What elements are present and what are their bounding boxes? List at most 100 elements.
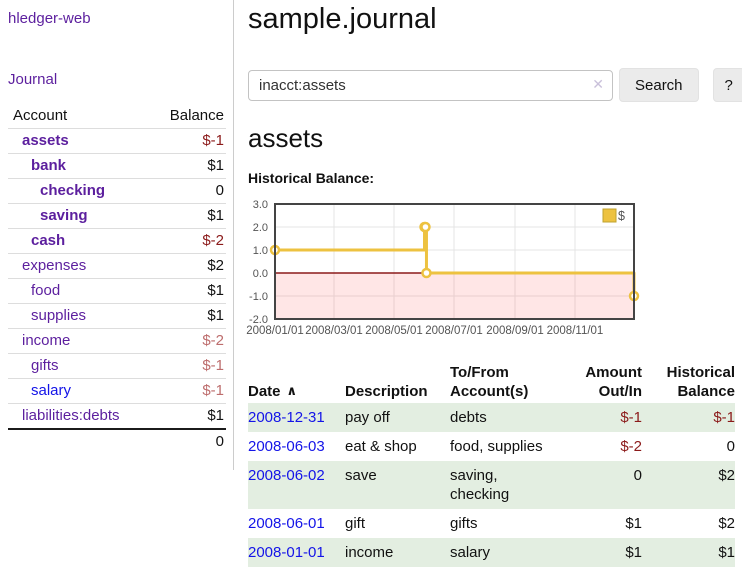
svg-text:-2.0: -2.0	[249, 314, 268, 326]
sidebar-account-cash: cash $-2	[8, 228, 226, 254]
table-row: 2008-06-03 eat & shop food, supplies $-2…	[248, 432, 735, 461]
sidebar-account-supplies: supplies $1	[8, 303, 226, 329]
sidebar-account-bank: bank $1	[8, 153, 226, 179]
register-table: Date ∧ Description To/From Account(s) Amo…	[248, 361, 735, 567]
chart-heading: Historical Balance:	[248, 170, 375, 186]
account-balance: $-1	[152, 353, 226, 379]
sidebar-account-food: food $1	[8, 278, 226, 304]
sidebar-account-income: income $-2	[8, 328, 226, 354]
svg-text:2008/05/01: 2008/05/01	[365, 325, 423, 337]
account-link-food[interactable]: food	[31, 282, 61, 299]
register-header-amount: Amount Out/In	[585, 364, 642, 400]
nav-journal-link[interactable]: Journal	[8, 71, 58, 88]
svg-text:-1.0: -1.0	[249, 291, 268, 303]
account-balance: $1	[152, 153, 226, 179]
table-row: 2008-12-31 pay off debts $-1 $-1	[248, 403, 735, 432]
transaction-balance: $-1	[713, 409, 735, 426]
svg-text:2008/01/01: 2008/01/01	[246, 325, 304, 337]
account-link-saving[interactable]: saving	[40, 207, 88, 224]
accounts-header-row: Account Balance	[8, 104, 226, 129]
account-balance: $-2	[152, 328, 226, 354]
svg-text:2008/03/01: 2008/03/01	[305, 325, 363, 337]
transaction-balance: $2	[718, 467, 735, 484]
search-form: ✕ Search ?	[248, 68, 742, 102]
register-header-description: Description	[345, 383, 428, 400]
sidebar-account-salary: salary $-1	[8, 378, 226, 404]
account-balance: $1	[152, 303, 226, 329]
sidebar-account-gifts: gifts $-1	[8, 353, 226, 379]
transaction-description: pay off	[345, 409, 390, 426]
register-header-date[interactable]: Date ∧	[248, 383, 298, 400]
account-link-salary[interactable]: salary	[31, 382, 72, 399]
account-link-supplies[interactable]: supplies	[31, 307, 87, 324]
transaction-date-link[interactable]: 2008-01-01	[248, 544, 325, 561]
account-link-gifts[interactable]: gifts	[31, 357, 59, 374]
transaction-balance: $1	[718, 544, 735, 561]
account-balance: 0	[152, 178, 226, 204]
sidebar-account-checking: checking 0	[8, 178, 226, 204]
transaction-balance: $2	[718, 515, 735, 532]
svg-text:2.0: 2.0	[253, 222, 268, 234]
transaction-accounts: saving, checking	[450, 467, 510, 503]
transaction-amount: $1	[625, 515, 642, 532]
sidebar-account-assets: assets $-1	[8, 128, 226, 154]
svg-text:0.0: 0.0	[253, 268, 268, 280]
transaction-balance: 0	[726, 438, 735, 455]
transaction-date-link[interactable]: 2008-06-03	[248, 438, 325, 455]
table-row: 2008-06-01 gift gifts $1 $2	[248, 509, 735, 538]
app-title-link[interactable]: hledger-web	[8, 10, 91, 27]
sidebar-account-liabilities-debts: liabilities:debts $1	[8, 403, 226, 430]
account-link-liabilities-debts[interactable]: liabilities:debts	[22, 407, 120, 424]
transaction-description: eat & shop	[345, 438, 417, 455]
accounts-total-value: 0	[152, 428, 226, 454]
transaction-date-link[interactable]: 2008-12-31	[248, 409, 325, 426]
svg-text:2008/07/01: 2008/07/01	[425, 325, 483, 337]
account-balance: $-1	[152, 378, 226, 404]
account-balance: $1	[152, 403, 226, 430]
transaction-accounts: salary	[450, 544, 491, 561]
account-link-assets[interactable]: assets	[22, 132, 69, 149]
transaction-description: save	[345, 467, 377, 484]
search-input[interactable]	[248, 69, 613, 101]
svg-text:2008/09/01: 2008/09/01	[486, 325, 544, 337]
search-button[interactable]: Search	[619, 68, 699, 102]
account-balance: $-2	[152, 228, 226, 254]
sidebar: hledger-web Journal Account Balance asse…	[0, 0, 234, 470]
sidebar-account-saving: saving $1	[8, 203, 226, 229]
accounts-header-account: Account	[8, 104, 153, 129]
account-balance: $1	[152, 278, 226, 304]
transaction-amount: $-1	[620, 409, 642, 426]
svg-text:$: $	[618, 209, 625, 223]
main-content: sample.journal ✕ Search ? assets Histori…	[234, 0, 742, 567]
transaction-date-link[interactable]: 2008-06-01	[248, 515, 325, 532]
svg-text:1.0: 1.0	[253, 245, 268, 257]
register-header-balance: Historical Balance	[666, 364, 735, 400]
accounts-header-balance: Balance	[152, 104, 226, 129]
sort-ascending-icon: ∧	[286, 383, 298, 398]
svg-text:3.0: 3.0	[253, 199, 268, 211]
accounts-total-row: 0	[8, 428, 226, 454]
account-link-checking[interactable]: checking	[40, 182, 106, 199]
table-row: 2008-06-02 save saving, checking 0 $2	[248, 461, 735, 509]
account-link-income[interactable]: income	[22, 332, 71, 349]
transaction-amount: $1	[625, 544, 642, 561]
transaction-description: income	[345, 544, 394, 561]
account-balance: $1	[152, 203, 226, 229]
clear-search-icon[interactable]: ✕	[592, 75, 604, 92]
account-heading: assets	[248, 123, 324, 153]
page-title: sample.journal	[248, 3, 437, 35]
account-link-bank[interactable]: bank	[31, 157, 67, 174]
account-balance: $-1	[152, 128, 226, 154]
transaction-amount: $-2	[620, 438, 642, 455]
transaction-accounts: debts	[450, 409, 487, 426]
transaction-accounts: gifts	[450, 515, 478, 532]
transaction-description: gift	[345, 515, 366, 532]
account-link-expenses[interactable]: expenses	[22, 257, 87, 274]
help-button[interactable]: ?	[712, 68, 742, 102]
svg-text:2008/11/01: 2008/11/01	[547, 325, 604, 337]
account-link-cash[interactable]: cash	[31, 232, 66, 249]
account-balance: $2	[152, 253, 226, 279]
register-header-account: To/From Account(s)	[450, 364, 529, 400]
transaction-date-link[interactable]: 2008-06-02	[248, 467, 325, 484]
table-row: 2008-01-01 income salary $1 $1	[248, 538, 735, 567]
